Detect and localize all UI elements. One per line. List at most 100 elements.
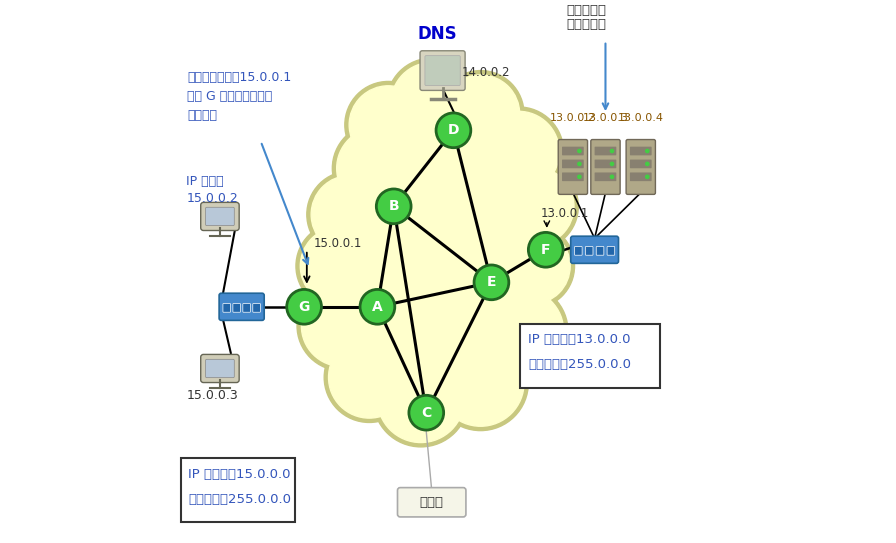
Text: 15.0.0.1: 15.0.0.1: [314, 237, 362, 250]
Circle shape: [478, 111, 559, 193]
Text: 13.0.0.2: 13.0.0.2: [550, 112, 596, 123]
Circle shape: [437, 71, 524, 157]
Circle shape: [646, 162, 649, 166]
FancyBboxPatch shape: [630, 147, 651, 155]
Text: DNS: DNS: [418, 25, 457, 43]
Circle shape: [324, 332, 414, 422]
FancyBboxPatch shape: [626, 140, 656, 194]
Circle shape: [409, 395, 444, 430]
Circle shape: [475, 285, 568, 378]
FancyBboxPatch shape: [585, 247, 593, 255]
Circle shape: [387, 58, 477, 148]
FancyBboxPatch shape: [596, 247, 604, 255]
FancyBboxPatch shape: [181, 458, 295, 522]
FancyBboxPatch shape: [243, 304, 251, 312]
FancyBboxPatch shape: [201, 355, 239, 382]
FancyBboxPatch shape: [420, 50, 465, 90]
Circle shape: [646, 175, 649, 179]
FancyBboxPatch shape: [398, 488, 466, 517]
Text: 13.0.0.3: 13.0.0.3: [582, 112, 628, 123]
FancyBboxPatch shape: [425, 55, 461, 85]
Text: 互联网: 互联网: [419, 496, 444, 509]
Circle shape: [433, 335, 529, 431]
FancyBboxPatch shape: [233, 304, 240, 312]
FancyBboxPatch shape: [574, 247, 582, 255]
Text: F: F: [541, 243, 550, 257]
Circle shape: [610, 149, 614, 153]
Circle shape: [474, 265, 509, 300]
Circle shape: [311, 175, 390, 254]
Text: A: A: [372, 300, 383, 314]
FancyBboxPatch shape: [607, 247, 615, 255]
Circle shape: [578, 149, 581, 153]
FancyBboxPatch shape: [571, 236, 618, 263]
Circle shape: [473, 107, 564, 197]
Text: 子网掩码：255.0.0.0: 子网掩码：255.0.0.0: [188, 493, 291, 506]
Text: 13.0.0.1: 13.0.0.1: [540, 207, 589, 220]
Circle shape: [436, 113, 470, 148]
Circle shape: [442, 75, 520, 153]
Circle shape: [297, 281, 387, 371]
FancyBboxPatch shape: [562, 147, 584, 155]
FancyBboxPatch shape: [630, 173, 651, 181]
Text: 子网掩码：255.0.0.0: 子网掩码：255.0.0.0: [529, 358, 632, 371]
Text: IP 地址段：13.0.0.0: IP 地址段：13.0.0.0: [529, 333, 631, 346]
FancyBboxPatch shape: [205, 207, 234, 226]
Text: C: C: [421, 406, 431, 420]
Circle shape: [306, 171, 393, 258]
Circle shape: [578, 175, 581, 179]
Text: IP 地址：: IP 地址：: [186, 175, 224, 188]
FancyBboxPatch shape: [223, 304, 230, 312]
Circle shape: [376, 189, 411, 224]
Text: IP 地址段：15.0.0.0: IP 地址段：15.0.0.0: [188, 468, 291, 481]
Circle shape: [373, 351, 469, 447]
Text: 15.0.0.3: 15.0.0.3: [186, 389, 238, 402]
Circle shape: [377, 356, 464, 443]
Circle shape: [349, 86, 427, 164]
FancyBboxPatch shape: [630, 160, 651, 168]
Text: 14.0.0.2: 14.0.0.2: [461, 66, 510, 79]
Circle shape: [610, 175, 614, 179]
Circle shape: [332, 123, 423, 213]
Circle shape: [337, 128, 418, 209]
Circle shape: [646, 149, 649, 153]
Text: 百度网在这: 百度网在这: [566, 4, 607, 17]
FancyBboxPatch shape: [562, 173, 584, 181]
Circle shape: [491, 163, 578, 250]
Circle shape: [529, 232, 563, 267]
FancyBboxPatch shape: [590, 140, 620, 194]
FancyBboxPatch shape: [205, 359, 234, 378]
Ellipse shape: [335, 114, 541, 396]
Circle shape: [391, 62, 472, 144]
Text: B: B: [388, 199, 399, 213]
Text: 13.0.0.4: 13.0.0.4: [617, 112, 664, 123]
Circle shape: [329, 337, 410, 418]
Text: 俩电脑的网关：15.0.0.1: 俩电脑的网关：15.0.0.1: [187, 72, 291, 85]
Circle shape: [300, 227, 378, 305]
Circle shape: [437, 339, 524, 426]
FancyBboxPatch shape: [253, 304, 261, 312]
FancyBboxPatch shape: [220, 293, 264, 320]
Circle shape: [479, 289, 564, 374]
Circle shape: [301, 285, 383, 367]
Circle shape: [360, 289, 395, 324]
FancyBboxPatch shape: [595, 173, 616, 181]
FancyBboxPatch shape: [595, 147, 616, 155]
Circle shape: [345, 81, 432, 168]
FancyBboxPatch shape: [595, 160, 616, 168]
Text: 个服务器里: 个服务器里: [566, 18, 607, 31]
Text: E: E: [487, 275, 496, 289]
Circle shape: [495, 167, 574, 245]
FancyBboxPatch shape: [520, 324, 659, 388]
FancyBboxPatch shape: [558, 140, 588, 194]
Circle shape: [296, 223, 383, 310]
Circle shape: [610, 162, 614, 166]
Circle shape: [287, 289, 322, 324]
FancyBboxPatch shape: [201, 203, 239, 230]
Text: 15.0.0.2: 15.0.0.2: [186, 192, 238, 205]
Ellipse shape: [338, 117, 538, 394]
FancyBboxPatch shape: [562, 160, 584, 168]
Circle shape: [578, 162, 581, 166]
Text: 就是 G 路由器第一个接: 就是 G 路由器第一个接: [187, 91, 272, 104]
Text: G: G: [298, 300, 310, 314]
